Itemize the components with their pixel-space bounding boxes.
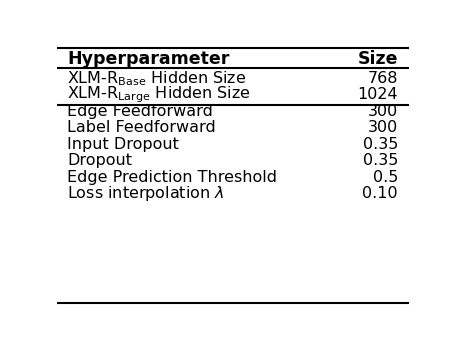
Text: 0.10: 0.10 xyxy=(362,186,398,201)
Text: 0.5: 0.5 xyxy=(373,170,398,185)
Text: Loss interpolation $\lambda$: Loss interpolation $\lambda$ xyxy=(67,184,225,203)
Text: XLM-R$_\mathrm{Base}$ Hidden Size: XLM-R$_\mathrm{Base}$ Hidden Size xyxy=(67,69,247,88)
Text: 300: 300 xyxy=(368,104,398,119)
Text: Input Dropout: Input Dropout xyxy=(67,137,179,152)
Text: 0.35: 0.35 xyxy=(363,153,398,169)
Text: 1024: 1024 xyxy=(357,87,398,102)
Text: Label Feedforward: Label Feedforward xyxy=(67,120,216,135)
Text: Edge Feedforward: Edge Feedforward xyxy=(67,104,213,119)
Text: 300: 300 xyxy=(368,120,398,135)
Text: Dropout: Dropout xyxy=(67,153,132,169)
Text: Edge Prediction Threshold: Edge Prediction Threshold xyxy=(67,170,277,185)
Text: 768: 768 xyxy=(368,71,398,86)
Text: 0.35: 0.35 xyxy=(363,137,398,152)
Text: Size: Size xyxy=(358,50,398,68)
Text: XLM-R$_\mathrm{Large}$ Hidden Size: XLM-R$_\mathrm{Large}$ Hidden Size xyxy=(67,84,251,105)
Text: Hyperparameter: Hyperparameter xyxy=(67,50,230,68)
